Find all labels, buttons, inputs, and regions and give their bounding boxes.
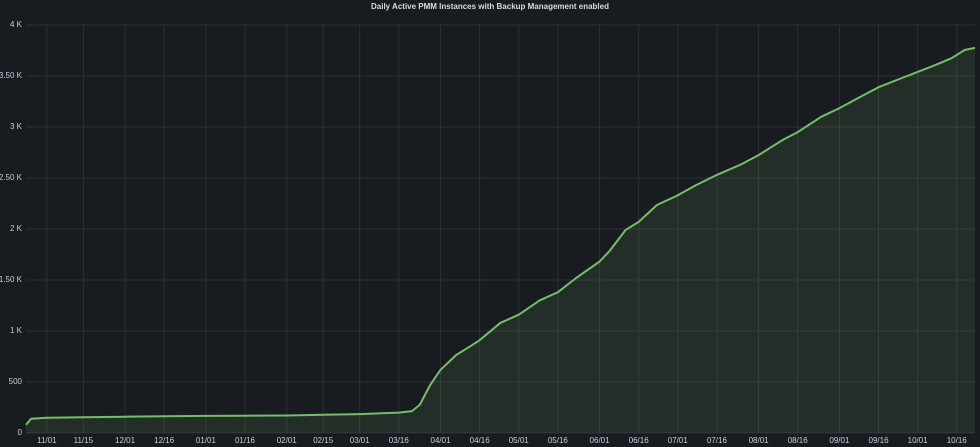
x-tick-label: 05/01 <box>509 436 530 445</box>
y-tick-label: 1.50 K <box>0 275 23 284</box>
y-tick-label: 500 <box>9 377 23 386</box>
x-tick-label: 08/16 <box>788 436 809 445</box>
x-tick-label: 12/16 <box>154 436 175 445</box>
x-tick-label: 11/01 <box>37 436 57 445</box>
x-tick-label: 06/16 <box>629 436 650 445</box>
x-tick-label: 03/01 <box>350 436 371 445</box>
x-tick-label: 06/01 <box>590 436 611 445</box>
x-tick-label: 01/01 <box>196 436 217 445</box>
y-tick-label: 2 K <box>10 224 23 233</box>
x-tick-label: 10/16 <box>947 436 968 445</box>
x-tick-label: 12/01 <box>115 436 136 445</box>
x-tick-label: 07/01 <box>668 436 689 445</box>
x-tick-label: 04/16 <box>470 436 491 445</box>
x-tick-label: 09/16 <box>869 436 890 445</box>
x-tick-label: 02/15 <box>313 436 334 445</box>
x-tick-label: 11/15 <box>74 436 94 445</box>
x-tick-label: 08/01 <box>749 436 770 445</box>
x-tick-label: 10/01 <box>908 436 929 445</box>
x-tick-label: 04/01 <box>431 436 452 445</box>
y-tick-label: 2.50 K <box>0 173 23 182</box>
x-tick-label: 03/16 <box>389 436 410 445</box>
x-tick-label: 07/16 <box>707 436 728 445</box>
x-tick-label: 01/16 <box>235 436 256 445</box>
y-tick-label: 3 K <box>10 122 23 131</box>
y-tick-label: 4 K <box>10 20 23 29</box>
area-fill <box>26 47 975 434</box>
x-tick-label: 05/16 <box>548 436 569 445</box>
y-tick-label: 1 K <box>10 326 23 335</box>
line <box>25 46 976 426</box>
chart-title: Daily Active PMM Instances with Backup M… <box>371 2 609 11</box>
x-tick-label: 02/01 <box>277 436 298 445</box>
x-tick-label: 09/01 <box>829 436 850 445</box>
y-tick-label: 3.50 K <box>0 71 23 80</box>
y-tick-label: 0 <box>18 428 23 437</box>
